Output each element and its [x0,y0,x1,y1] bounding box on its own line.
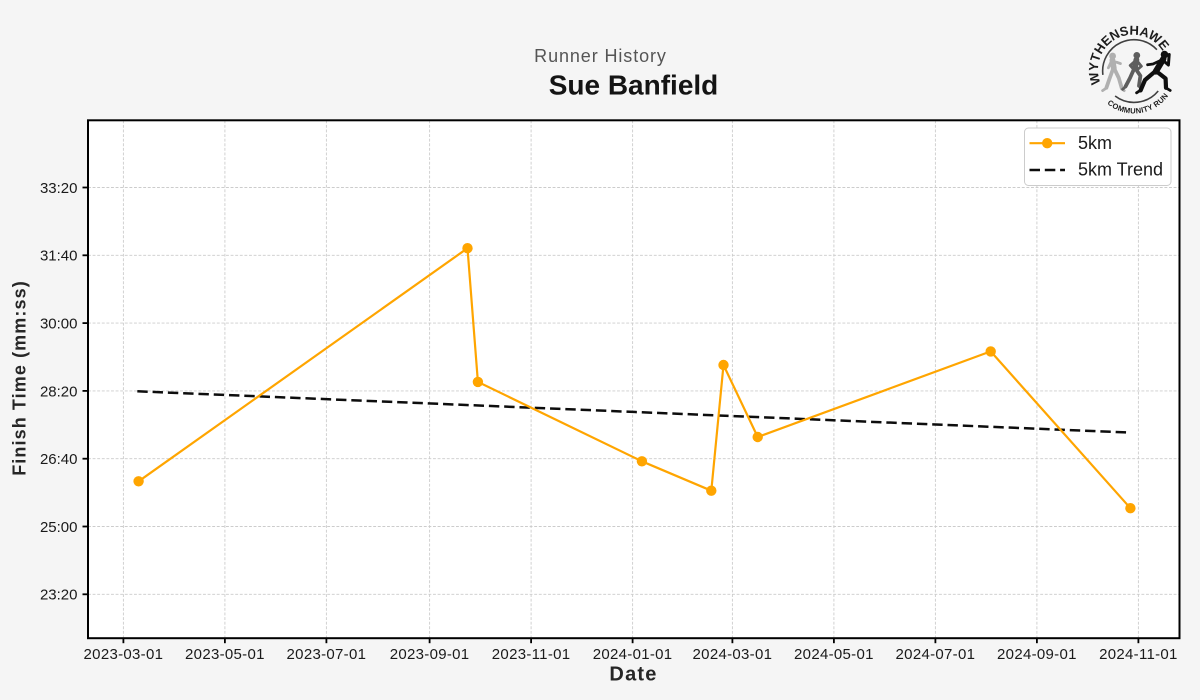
svg-text:23:20: 23:20 [40,587,78,604]
svg-text:Sue Banfield: Sue Banfield [549,70,719,101]
svg-text:30:00: 30:00 [40,316,78,333]
svg-text:2024-09-01: 2024-09-01 [997,646,1077,663]
svg-text:2023-11-01: 2023-11-01 [492,646,571,663]
svg-text:2024-05-01: 2024-05-01 [794,646,874,663]
svg-text:2024-11-01: 2024-11-01 [1099,646,1178,663]
svg-text:2023-05-01: 2023-05-01 [185,646,265,663]
svg-text:5km Trend: 5km Trend [1078,160,1163,180]
svg-text:26:40: 26:40 [40,451,78,468]
svg-text:Runner History: Runner History [534,46,667,66]
svg-text:31:40: 31:40 [40,248,78,265]
svg-text:25:00: 25:00 [40,519,78,536]
svg-text:2023-09-01: 2023-09-01 [390,646,470,663]
svg-text:Finish Time (mm:ss): Finish Time (mm:ss) [10,280,30,476]
svg-text:2024-01-01: 2024-01-01 [593,646,673,663]
svg-text:5km: 5km [1078,133,1112,153]
svg-text:2024-07-01: 2024-07-01 [896,646,976,663]
svg-text:2024-03-01: 2024-03-01 [693,646,773,663]
svg-text:2023-07-01: 2023-07-01 [287,646,367,663]
svg-text:28:20: 28:20 [40,383,78,400]
svg-text:2023-03-01: 2023-03-01 [84,646,164,663]
svg-text:Date: Date [609,664,657,686]
svg-text:33:20: 33:20 [40,180,78,197]
